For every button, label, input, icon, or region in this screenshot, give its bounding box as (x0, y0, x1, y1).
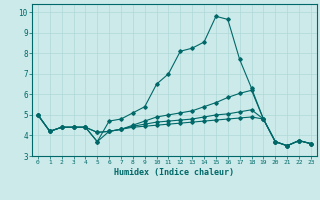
X-axis label: Humidex (Indice chaleur): Humidex (Indice chaleur) (115, 168, 234, 177)
